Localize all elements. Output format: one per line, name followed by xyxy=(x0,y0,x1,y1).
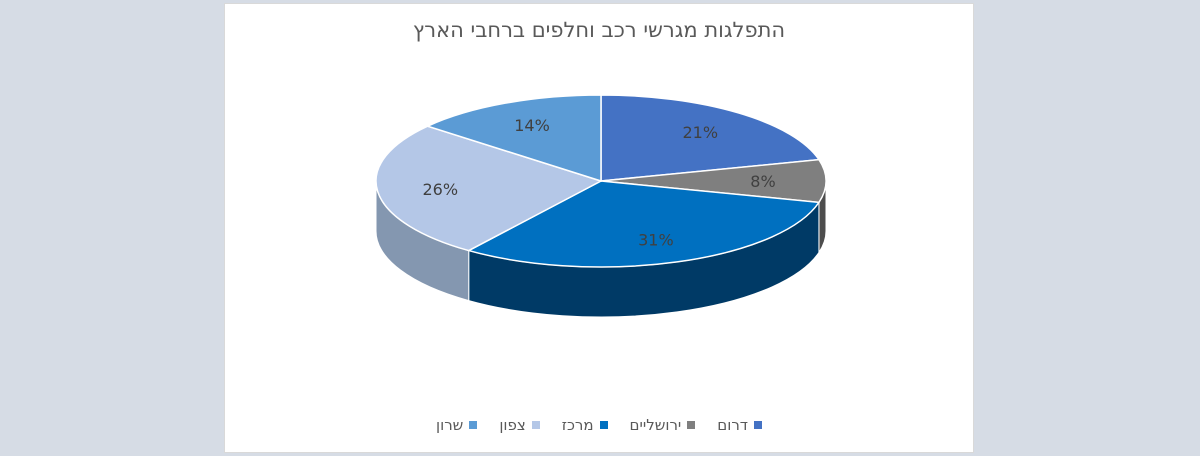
pie-top-faces xyxy=(375,94,827,268)
slice-שרון-label: 14% xyxy=(514,116,550,135)
legend-item-מרכז: מרכז xyxy=(562,416,608,434)
slice-מרכז xyxy=(466,180,821,268)
pie-chart: 21% 8% 31% 26% 14% xyxy=(375,94,827,318)
legend-label: ירושליים xyxy=(629,416,682,434)
legend-item-ירושליים: ירושליים xyxy=(630,416,696,434)
slice-ירושליים xyxy=(600,158,827,204)
legend-item-דרום: דרום xyxy=(717,416,762,434)
legend-swatch xyxy=(599,421,608,429)
slice-צפון xyxy=(375,125,603,252)
slice-מרכז-label: 31% xyxy=(638,230,674,249)
slice-ירושליים-label: 8% xyxy=(750,172,775,191)
legend-label: מרכז xyxy=(561,416,594,434)
legend-label: דרום xyxy=(717,416,748,434)
slice-צפון-label: 26% xyxy=(422,180,458,199)
legend: דרום ירושליים מרכז צפון שרון xyxy=(225,416,973,434)
slice-דרום xyxy=(600,94,821,182)
chart-title: התפלגות מגרשי רכב וחלפים ברחבי הארץ xyxy=(412,18,786,42)
legend-swatch xyxy=(687,421,696,429)
legend-swatch xyxy=(531,421,540,429)
legend-item-צפון: צפון xyxy=(499,416,540,434)
slice-שרון xyxy=(425,94,602,183)
chart-card: התפלגות מגרשי רכב וחלפים ברחבי הארץ 21% 8… xyxy=(224,3,974,453)
legend-label: צפון xyxy=(499,416,526,434)
legend-swatch xyxy=(753,421,762,429)
legend-label: שרון xyxy=(436,416,464,434)
legend-item-שרון: שרון xyxy=(436,416,478,434)
legend-swatch xyxy=(469,421,478,429)
slice-דרום-label: 21% xyxy=(683,123,719,142)
